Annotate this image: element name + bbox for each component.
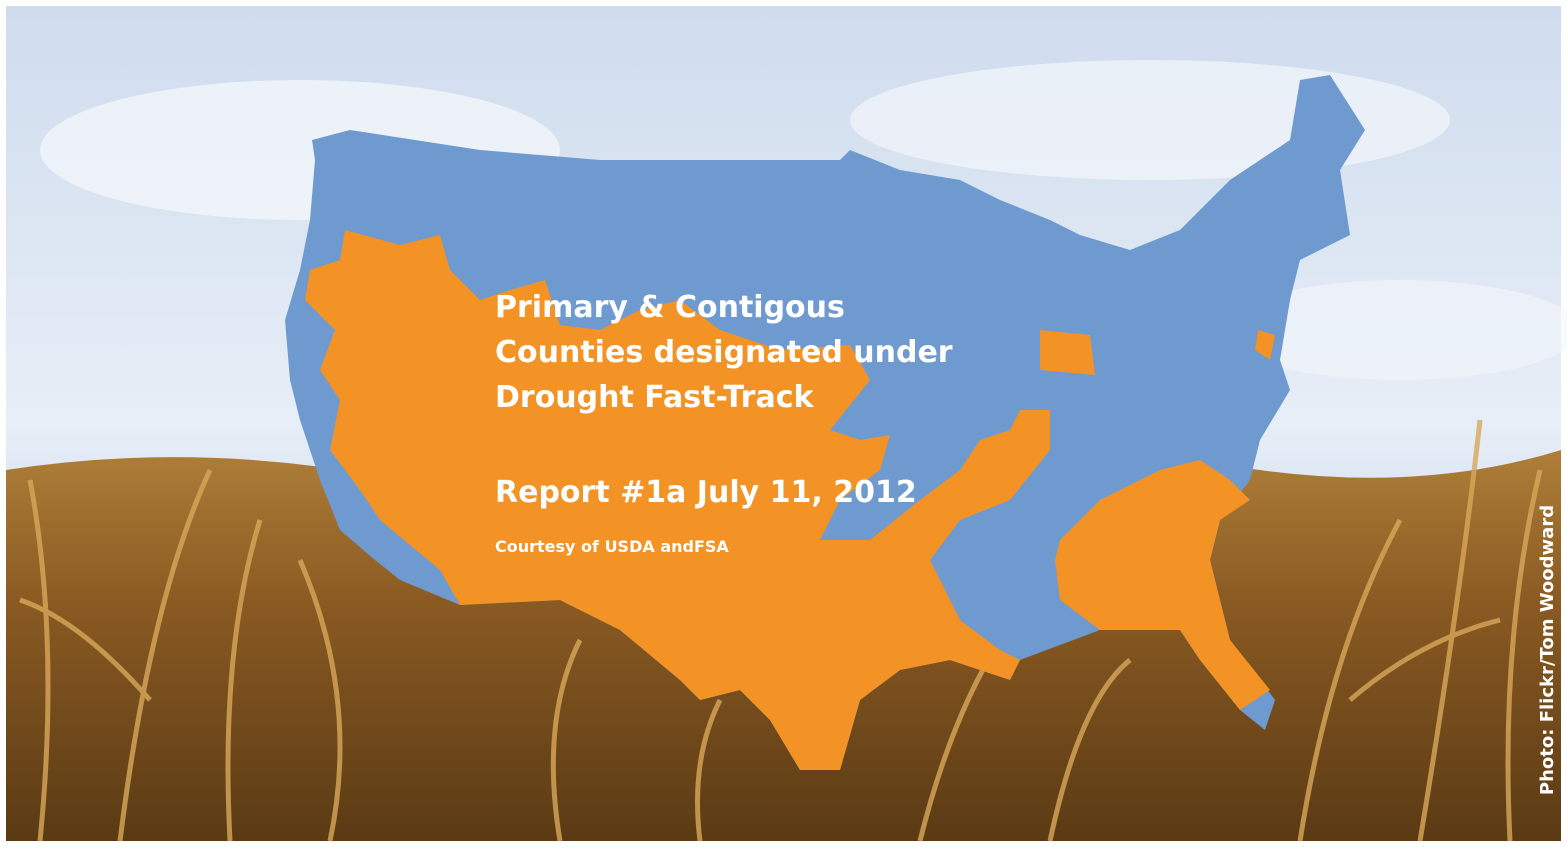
title-line: Drought Fast-Track <box>495 380 814 415</box>
infographic: Primary & Contigous Counties designated … <box>0 0 1567 847</box>
photo-credit: Photo: Flickr/Tom Woodward <box>1537 505 1558 795</box>
courtesy: Courtesy of USDA andFSA <box>495 537 729 556</box>
title-line: Primary & Contigous <box>495 290 845 325</box>
drought-area-ohio <box>1040 330 1095 375</box>
title-line: Counties designated under <box>495 335 953 370</box>
report-date: Report #1a July 11, 2012 <box>495 475 917 510</box>
